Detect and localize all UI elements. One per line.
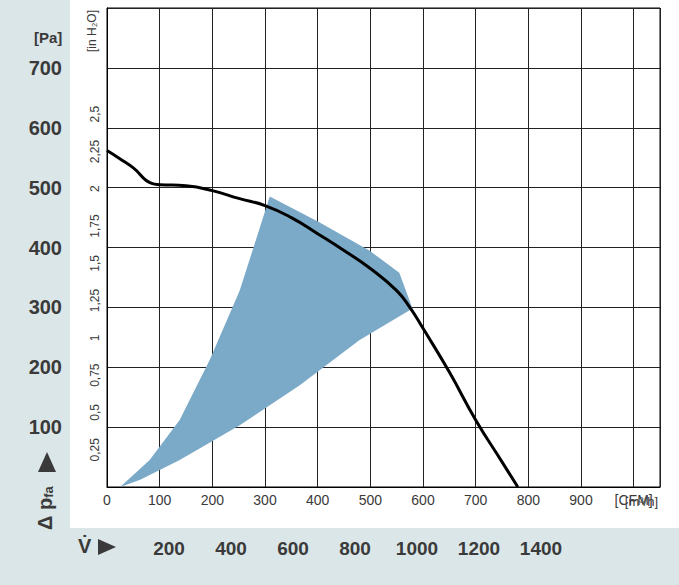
svg-text:600: 600 bbox=[411, 492, 435, 508]
svg-text:0,5: 0,5 bbox=[88, 404, 102, 421]
svg-text:400: 400 bbox=[215, 538, 247, 559]
svg-text:100: 100 bbox=[29, 416, 62, 438]
svg-text:V̇: V̇ bbox=[78, 534, 92, 557]
svg-text:800: 800 bbox=[517, 492, 541, 508]
svg-text:200: 200 bbox=[153, 538, 185, 559]
svg-text:0: 0 bbox=[103, 492, 111, 508]
svg-text:2,25: 2,25 bbox=[88, 139, 102, 163]
svg-text:200: 200 bbox=[29, 356, 62, 378]
svg-text:600: 600 bbox=[277, 538, 309, 559]
svg-text:300: 300 bbox=[253, 492, 277, 508]
svg-text:2,5: 2,5 bbox=[88, 106, 102, 123]
svg-text:800: 800 bbox=[339, 538, 371, 559]
svg-text:700: 700 bbox=[464, 492, 488, 508]
svg-text:1,25: 1,25 bbox=[88, 289, 102, 313]
svg-text:400: 400 bbox=[306, 492, 330, 508]
svg-text:1200: 1200 bbox=[458, 538, 500, 559]
svg-text:300: 300 bbox=[29, 296, 62, 318]
svg-text:0,75: 0,75 bbox=[88, 363, 102, 387]
svg-text:1,75: 1,75 bbox=[88, 214, 102, 238]
svg-text:1000: 1000 bbox=[396, 538, 438, 559]
svg-text:Δ p: Δ p bbox=[34, 498, 56, 530]
svg-text:900: 900 bbox=[569, 492, 593, 508]
svg-text:1400: 1400 bbox=[520, 538, 562, 559]
svg-text:500: 500 bbox=[359, 492, 383, 508]
svg-text:2: 2 bbox=[88, 185, 102, 192]
svg-text:600: 600 bbox=[29, 117, 62, 139]
svg-text:[Pa]: [Pa] bbox=[34, 29, 62, 46]
svg-text:200: 200 bbox=[201, 492, 225, 508]
svg-text:1: 1 bbox=[88, 334, 102, 341]
svg-text:100: 100 bbox=[148, 492, 172, 508]
svg-text:400: 400 bbox=[29, 237, 62, 259]
svg-text:fa: fa bbox=[41, 486, 56, 498]
svg-text:[CFM]: [CFM] bbox=[615, 492, 653, 508]
svg-text:700: 700 bbox=[29, 57, 62, 79]
svg-text:500: 500 bbox=[29, 177, 62, 199]
svg-text:[in H₂O]: [in H₂O] bbox=[85, 10, 99, 52]
svg-text:1,5: 1,5 bbox=[88, 255, 102, 272]
svg-text:0,25: 0,25 bbox=[88, 438, 102, 462]
